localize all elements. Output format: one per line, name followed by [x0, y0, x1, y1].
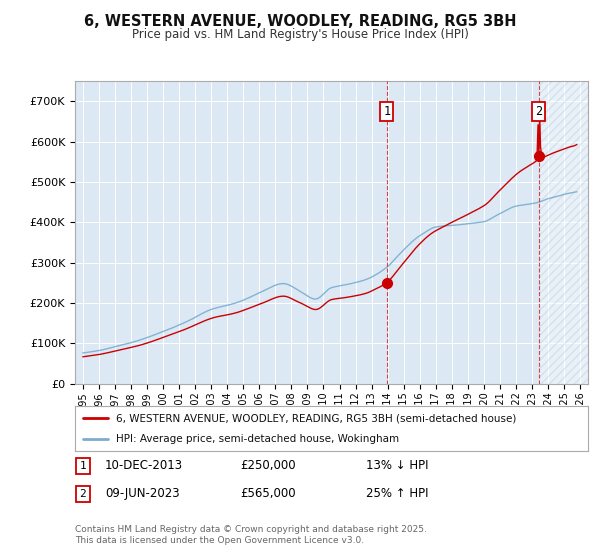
Text: Price paid vs. HM Land Registry's House Price Index (HPI): Price paid vs. HM Land Registry's House … — [131, 28, 469, 41]
Text: 2: 2 — [79, 489, 86, 499]
Text: 6, WESTERN AVENUE, WOODLEY, READING, RG5 3BH: 6, WESTERN AVENUE, WOODLEY, READING, RG5… — [84, 14, 516, 29]
Text: Contains HM Land Registry data © Crown copyright and database right 2025.
This d: Contains HM Land Registry data © Crown c… — [75, 525, 427, 545]
Text: £250,000: £250,000 — [240, 459, 296, 473]
Text: 10-DEC-2013: 10-DEC-2013 — [105, 459, 183, 473]
Text: HPI: Average price, semi-detached house, Wokingham: HPI: Average price, semi-detached house,… — [116, 433, 399, 444]
Text: 6, WESTERN AVENUE, WOODLEY, READING, RG5 3BH (semi-detached house): 6, WESTERN AVENUE, WOODLEY, READING, RG5… — [116, 413, 517, 423]
Bar — [539, 81, 588, 384]
Text: 1: 1 — [79, 461, 86, 471]
Text: 1: 1 — [383, 105, 391, 118]
Text: 13% ↓ HPI: 13% ↓ HPI — [366, 459, 428, 473]
Text: 2: 2 — [535, 105, 542, 118]
Text: 09-JUN-2023: 09-JUN-2023 — [105, 487, 179, 501]
Text: £565,000: £565,000 — [240, 487, 296, 501]
Text: 25% ↑ HPI: 25% ↑ HPI — [366, 487, 428, 501]
